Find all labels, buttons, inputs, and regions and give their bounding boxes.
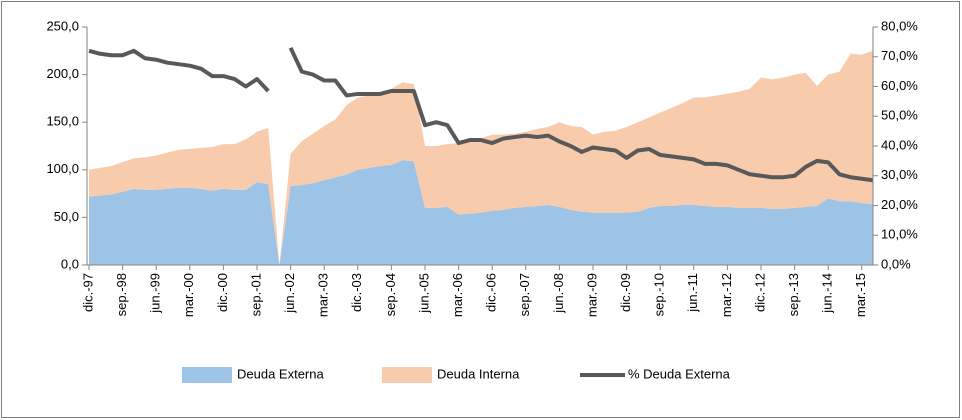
x-tick-label: mar.-12 [719,273,734,317]
x-tick-label: jun.-14 [820,273,835,314]
y2-tick-label: 80,0% [881,18,918,33]
x-tick-label: dic.-09 [618,273,633,312]
y2-tick-label: 0,0% [881,256,911,271]
x-tick-label: sep.-07 [517,273,532,316]
x-tick-label: mar.-09 [584,273,599,317]
legend-swatch [382,367,432,383]
area [89,50,873,265]
y2-tick-label: 20,0% [881,197,918,212]
x-tick-label: dic.-00 [215,273,230,312]
x-tick-label: mar.-03 [316,273,331,317]
y-tick-label: 250,0 [46,18,79,33]
x-tick-label: jun.-99 [148,273,163,314]
y-tick-label: 0,0 [61,256,79,271]
x-tick-label: sep.-98 [114,273,129,316]
x-tick-label: jun.-02 [282,273,297,314]
y-tick-label: 100,0 [46,161,79,176]
y2-tick-label: 60,0% [881,78,918,93]
x-tick-label: dic.-06 [484,273,499,312]
y2-tick-label: 70,0% [881,48,918,63]
y2-tick-label: 50,0% [881,108,918,123]
x-tick-label: jun.-08 [551,273,566,314]
x-tick-label: mar.-00 [181,273,196,317]
y-tick-label: 150,0 [46,114,79,129]
legend-label: Deuda Interna [437,366,520,381]
x-tick-label: sep.-10 [652,273,667,316]
x-tick-label: dic.-97 [80,273,95,312]
x-tick-label: jun.-05 [416,273,431,314]
x-tick-label: sep.-13 [786,273,801,316]
legend-label: Deuda Externa [237,366,324,381]
line [88,46,874,183]
y2-tick-label: 30,0% [881,167,918,182]
x-tick-label: jun.-11 [685,273,700,313]
x-tick-label: sep.-04 [383,273,398,316]
legend-swatch [182,367,232,383]
y2-tick-label: 40,0% [881,137,918,152]
legend-label: % Deuda Externa [628,366,731,381]
x-tick-label: mar.-15 [853,273,868,317]
y2-tick-label: 10,0% [881,227,918,242]
x-tick-label: mar.-06 [450,273,465,317]
x-tick-label: dic.-12 [752,273,767,312]
y-tick-label: 200,0 [46,66,79,81]
x-tick-label: dic.-03 [349,273,364,312]
y-tick-label: 50,0 [54,209,79,224]
x-tick-label: sep.-01 [248,273,263,316]
